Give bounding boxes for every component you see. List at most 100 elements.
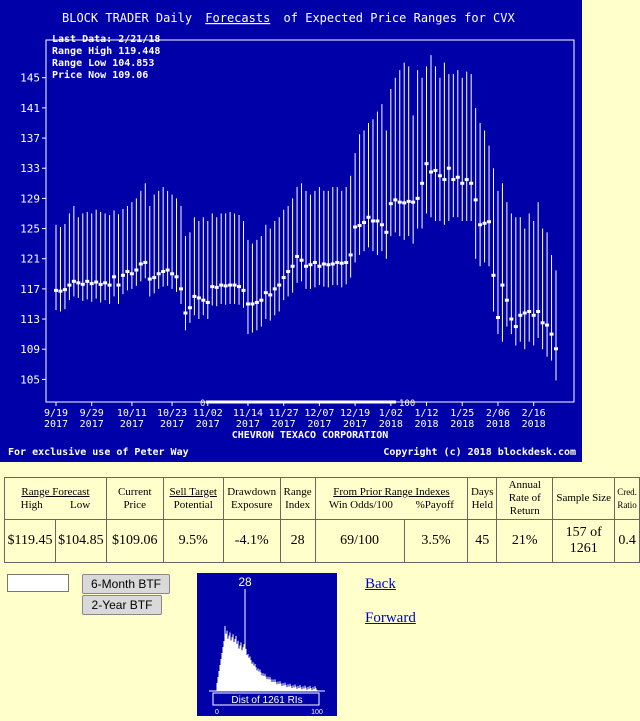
price-marker	[187, 306, 192, 310]
price-marker	[232, 283, 237, 287]
y-tick-label: 129	[20, 192, 40, 205]
info-last-data: Last Data: 2/21/18	[52, 34, 160, 45]
y-tick-label: 137	[20, 132, 40, 145]
six-month-btf-button[interactable]: 6-Month BTF	[82, 574, 170, 594]
x-tick-year: 2018	[450, 419, 474, 430]
info-range-low: Range Low 104.853	[52, 58, 154, 69]
info-price-now: Price Now 109.06	[52, 69, 148, 81]
price-marker	[304, 264, 308, 268]
price-marker	[179, 287, 183, 291]
price-marker	[174, 275, 179, 279]
price-marker	[330, 262, 335, 266]
current-price-value: $109.06	[105, 519, 164, 563]
price-marker	[522, 311, 527, 315]
sell-target-value: 9.5%	[162, 519, 224, 563]
price-marker	[312, 260, 317, 264]
price-marker	[107, 283, 112, 287]
win-odds-header: Win Odds/100	[328, 498, 393, 511]
low-header: Low	[70, 498, 91, 511]
price-marker	[268, 293, 273, 297]
price-marker	[545, 323, 550, 327]
price-marker	[402, 201, 407, 205]
range-index-histogram-panel: 28 Dist of 1261 RIs 0 100	[197, 573, 337, 716]
price-marker	[241, 288, 246, 292]
stats-table: Range Forecast High Low Current Price Se…	[4, 477, 640, 563]
price-marker	[451, 178, 456, 182]
ticker-input[interactable]	[7, 574, 69, 592]
price-marker	[509, 317, 514, 321]
price-marker	[125, 270, 130, 274]
histogram-caption: Dist of 1261 RIs	[231, 695, 302, 706]
price-marker	[464, 178, 469, 182]
drawdown-header: Drawdown Exposure	[222, 477, 281, 520]
x-tick-year: 2017	[307, 419, 331, 430]
price-marker	[290, 264, 295, 268]
price-marker	[192, 294, 197, 298]
sample-size-header: Sample Size	[552, 477, 616, 520]
high-header: High	[20, 498, 43, 511]
prior-range-header-label: From Prior Range Indexes	[333, 485, 450, 498]
price-marker	[89, 282, 94, 286]
info-range-high: Range High 119.448	[52, 45, 160, 57]
price-marker	[366, 215, 371, 219]
price-marker	[259, 298, 264, 302]
price-marker	[98, 282, 103, 286]
price-marker	[411, 200, 416, 204]
x-tick-year: 2018	[414, 419, 438, 430]
x-tick-label: 12/07	[304, 408, 334, 419]
range-forecast-header: Range Forecast High Low	[4, 477, 107, 520]
title-prefix: BLOCK TRADER Daily	[62, 11, 192, 25]
back-link[interactable]: Back	[365, 576, 396, 592]
price-marker	[250, 302, 255, 306]
price-marker	[348, 253, 353, 257]
price-marker	[491, 273, 496, 277]
price-marker	[397, 200, 402, 204]
price-marker	[478, 223, 483, 227]
y-tick-label: 121	[20, 253, 40, 266]
x-tick-year: 2018	[379, 419, 403, 430]
price-marker	[554, 347, 558, 351]
y-tick-label: 125	[20, 223, 40, 236]
price-marker	[152, 276, 157, 280]
range-index-histogram: 28 Dist of 1261 RIs 0 100	[209, 575, 325, 716]
price-marker	[170, 272, 175, 276]
low-value: $104.85	[54, 519, 107, 563]
histogram-axis-max: 100	[311, 709, 323, 716]
sample-size-value: 157 of 1261	[552, 519, 616, 563]
price-marker	[495, 316, 500, 320]
company-name: CHEVRON TEXACO CORPORATION	[232, 430, 389, 441]
range-index-right-label: 100	[399, 399, 415, 409]
price-marker	[103, 281, 108, 285]
price-marker	[196, 296, 201, 300]
price-marker	[527, 310, 532, 313]
days-held-header: Days Held	[467, 477, 498, 520]
x-tick-label: 9/29	[80, 408, 104, 419]
forward-link[interactable]: Forward	[365, 610, 416, 626]
price-marker	[254, 300, 259, 304]
y-tick-label: 145	[20, 72, 40, 85]
payoff-value: 3.5%	[403, 519, 469, 563]
price-marker	[129, 272, 134, 276]
y-tick-label: 113	[20, 313, 40, 326]
price-marker	[295, 254, 300, 258]
price-marker	[424, 162, 429, 166]
x-tick-year: 2018	[486, 419, 510, 430]
title-suffix: of Expected Price Ranges for CVX	[284, 11, 516, 25]
price-marker	[469, 181, 474, 185]
price-marker	[335, 260, 340, 264]
cred-ratio-header: Cred. Ratio	[614, 477, 640, 520]
x-tick-label: 11/02	[193, 408, 223, 419]
price-marker	[540, 321, 545, 325]
price-marker	[429, 170, 433, 174]
sell-target-header-label: Sell Target	[169, 485, 217, 498]
x-tick-year: 2017	[80, 419, 104, 430]
two-year-btf-button[interactable]: 2-Year BTF	[82, 595, 162, 615]
price-marker	[112, 275, 117, 279]
footer-exclusive-use: For exclusive use of Peter Way	[8, 446, 189, 458]
price-marker	[513, 325, 518, 329]
price-marker	[370, 219, 375, 223]
title-forecasts-link[interactable]: Forecasts	[205, 11, 270, 25]
days-held-value: 45	[467, 519, 498, 563]
price-marker	[58, 289, 63, 293]
